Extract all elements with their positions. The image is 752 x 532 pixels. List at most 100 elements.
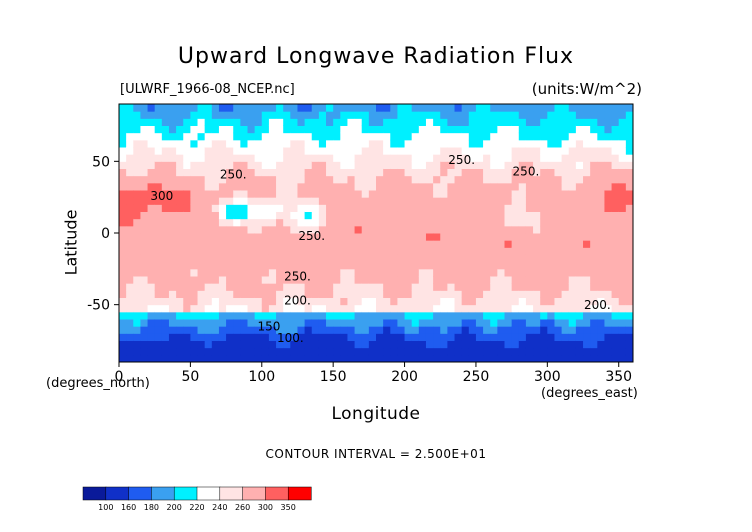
heatmap-cell	[197, 168, 206, 177]
x-tick-label: 350	[605, 369, 632, 385]
heatmap-cell	[233, 347, 241, 356]
heatmap-cell	[604, 261, 613, 270]
heatmap-cell	[318, 268, 327, 277]
heatmap-cell	[218, 283, 227, 291]
heatmap-cell	[161, 161, 170, 169]
heatmap-cell	[404, 132, 413, 141]
heatmap-cell	[204, 297, 213, 306]
heatmap-cell	[247, 297, 256, 306]
heatmap-cell	[190, 175, 199, 184]
heatmap-cell	[218, 268, 227, 277]
heatmap-cell	[176, 147, 184, 155]
heatmap-cell	[261, 240, 270, 248]
heatmap-cell	[333, 290, 341, 298]
heatmap-cell	[618, 197, 627, 205]
heatmap-cell	[440, 118, 448, 126]
heatmap-cell	[361, 347, 370, 356]
heatmap-cell	[126, 154, 134, 162]
heatmap-cell	[226, 139, 234, 148]
heatmap-cell	[176, 319, 184, 327]
heatmap-cell	[361, 118, 370, 126]
heatmap-cell	[340, 276, 348, 284]
heatmap-cell	[119, 304, 127, 313]
heatmap-cell	[340, 204, 348, 212]
heatmap-cell	[290, 154, 298, 162]
heatmap-cell	[318, 132, 327, 141]
heatmap-cell	[440, 311, 448, 320]
heatmap-cell	[497, 147, 505, 155]
heatmap-cell	[233, 240, 241, 248]
heatmap-cell	[625, 182, 634, 191]
heatmap-cell	[154, 190, 163, 198]
heatmap-cell	[326, 261, 334, 270]
heatmap-cell	[497, 326, 505, 334]
heatmap-cell	[483, 304, 491, 313]
heatmap-cell	[376, 182, 384, 191]
heatmap-cell	[326, 283, 334, 291]
heatmap-cell	[440, 240, 448, 248]
heatmap-cell	[561, 354, 570, 363]
heatmap-cell	[283, 326, 291, 334]
heatmap-cell	[240, 161, 248, 169]
heatmap-cell	[497, 175, 505, 184]
heatmap-cell	[433, 161, 441, 169]
heatmap-cell	[268, 333, 277, 341]
heatmap-cell	[625, 261, 634, 270]
heatmap-cell	[511, 161, 520, 169]
heatmap-cell	[390, 297, 398, 306]
heatmap-cell	[397, 125, 406, 134]
heatmap-cell	[461, 283, 470, 291]
heatmap-cell	[204, 125, 213, 134]
heatmap-cell	[483, 154, 491, 162]
heatmap-cell	[240, 147, 248, 155]
heatmap-cell	[461, 118, 470, 126]
heatmap-cell	[211, 175, 220, 184]
heatmap-cell	[304, 139, 313, 148]
heatmap-cell	[240, 175, 248, 184]
heatmap-cell	[611, 139, 620, 148]
heatmap-cell	[561, 154, 570, 162]
heatmap-cell	[268, 132, 277, 141]
heatmap-cell	[575, 118, 584, 126]
heatmap-cell	[590, 125, 598, 134]
heatmap-cell	[561, 168, 570, 177]
heatmap-cell	[154, 168, 163, 177]
heatmap-cell	[268, 182, 277, 191]
heatmap-cell	[390, 326, 398, 334]
heatmap-cell	[240, 111, 248, 119]
heatmap-cell	[261, 204, 270, 212]
heatmap-cell	[540, 168, 548, 177]
heatmap-cell	[418, 225, 427, 234]
heatmap-cell	[311, 261, 320, 270]
heatmap-cell	[126, 211, 134, 220]
heatmap-cell	[254, 104, 263, 112]
heatmap-cell	[468, 240, 477, 248]
heatmap-cell	[525, 254, 534, 263]
heatmap-cell	[525, 333, 534, 341]
heatmap-cell	[140, 268, 149, 277]
heatmap-cell	[433, 240, 441, 248]
heatmap-cell	[397, 118, 406, 126]
heatmap-cell	[368, 175, 377, 184]
heatmap-cell	[333, 175, 341, 184]
heatmap-cell	[575, 204, 584, 212]
heatmap-cell	[347, 182, 356, 191]
heatmap-cell	[461, 233, 470, 241]
heatmap-cell	[518, 326, 527, 334]
heatmap-cell	[511, 326, 520, 334]
heatmap-cell	[504, 182, 513, 191]
heatmap-cell	[147, 276, 156, 284]
heatmap-cell	[197, 197, 206, 205]
heatmap-cell	[518, 340, 527, 349]
heatmap-cell	[190, 190, 199, 198]
heatmap-cell	[547, 333, 555, 341]
heatmap-cell	[568, 139, 577, 148]
heatmap-cell	[133, 182, 141, 191]
heatmap-cell	[354, 340, 363, 349]
heatmap-cell	[511, 240, 520, 248]
heatmap-cell	[376, 190, 384, 198]
heatmap-cell	[311, 240, 320, 248]
heatmap-cell	[404, 197, 413, 205]
heatmap-cell	[376, 147, 384, 155]
heatmap-cell	[311, 347, 320, 356]
